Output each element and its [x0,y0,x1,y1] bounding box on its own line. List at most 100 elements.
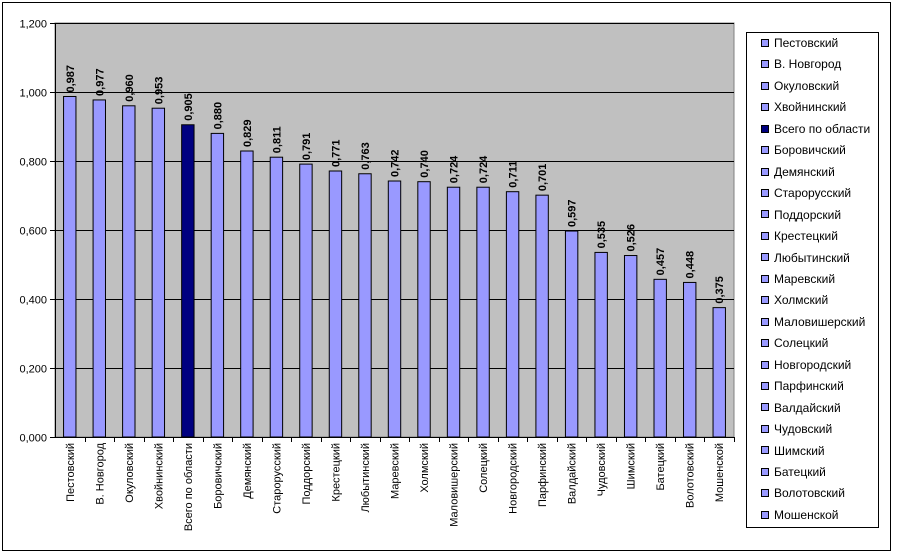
x-tick-label: Волотовский [685,443,697,508]
data-label: 0,448 [685,251,697,279]
legend-swatch [761,424,769,433]
x-tick-label: Боровичский [212,443,224,509]
legend-item: Шимский [761,443,825,459]
legend-swatch [761,339,769,348]
bar [446,186,461,438]
bar [181,124,195,438]
data-labels: 0,987 0,977 0,960 0,953 0,905 0,880 0,829 0,811… [65,65,726,304]
data-label: 0,375 [714,276,726,304]
legend-item: Маловишерский [761,314,865,330]
x-tick-label: Крестецкий [330,443,342,502]
x-tick-label: Батецкий [655,443,667,491]
bar [535,194,549,438]
data-label: 0,526 [626,224,638,252]
y-tick-label: 0,800 [19,157,47,169]
x-tick-label: Хвойнинский [153,443,165,509]
data-label: 0,977 [94,68,106,96]
data-label: 0,880 [212,102,224,130]
legend-item: Мошенской [761,507,839,523]
x-tick-label: Всего по области [183,443,195,531]
legend-item: Холмский [761,292,828,308]
legend-swatch [761,146,769,155]
data-label: 0,953 [153,77,165,105]
legend-item: Поддорский [761,207,841,223]
legend-item: Пестовский [761,35,838,51]
legend-item: Крестецкий [761,228,838,244]
legend-swatch [761,38,769,47]
legend-label: Мошенской [774,507,839,522]
data-label: 0,724 [478,155,490,183]
y-tick-label: 0,600 [19,226,47,238]
bar [417,181,431,438]
legend-label: В. Новгород [774,57,842,72]
bar [476,186,490,438]
x-tick-label: Окуловский [124,443,136,503]
bar [653,278,667,438]
bar [299,163,313,438]
legend-swatch [761,81,769,90]
legend-item: Маревский [761,271,835,287]
legend-swatch [761,103,769,112]
legend-label: Парфинский [774,379,844,394]
bar [328,170,343,438]
x-tick-label: Новгородский [508,443,520,514]
legend-swatch [761,317,769,326]
legend-label: Пестовский [774,36,839,50]
legend-label: Холмский [774,293,829,308]
legend-label: Чудовский [774,422,833,437]
legend-swatch [761,510,769,519]
data-label: 0,535 [596,221,608,249]
data-label: 0,742 [390,149,402,177]
x-tick-label: Маревский [390,443,402,499]
data-label: 0,740 [419,150,431,178]
legend-label: Любытинский [774,250,850,265]
legend-label: Демянский [774,164,835,179]
data-label: 0,791 [301,133,313,161]
legend-label: Окуловский [774,78,840,93]
data-label: 0,597 [567,199,579,227]
legend-item: Любытинский [761,250,850,266]
legend-swatch [761,296,769,305]
legend-item: Боровичский [761,142,846,158]
y-tick-label: 0,400 [19,295,47,307]
legend-swatch [761,231,769,240]
data-label: 0,829 [242,119,254,147]
data-label: 0,457 [655,248,667,276]
bar [358,173,372,438]
bar [623,255,638,438]
y-axis-tick-labels: 0,000 0,200 0,400 0,600 0,800 1,000 1,200 [19,19,55,445]
legend-item: Парфинский [761,378,844,394]
legend-item: Окуловский [761,78,839,94]
data-label: 0,701 [537,164,549,192]
bar [151,107,166,438]
axes [55,23,734,438]
x-tick-label: Демянский [242,443,254,499]
legend-label: Старорусский [774,186,852,201]
data-label: 0,771 [330,139,342,167]
legend-swatch [761,489,769,498]
legend-item: Чудовский [761,421,832,437]
legend-label: Поддорский [774,207,842,222]
x-tick-label: Чудовский [596,443,608,496]
legend-label: Всего по области [774,121,871,136]
x-tick-label: Солецкий [478,443,490,493]
bar [269,156,284,438]
y-tick-label: 1,000 [19,88,47,100]
bar [683,281,697,438]
bar [387,180,402,438]
x-tick-label: Поддорский [301,443,313,504]
legend-label: Валдайский [774,400,841,415]
bar [240,150,254,438]
bar [210,132,225,438]
data-label: 0,811 [271,126,283,153]
y-tick-label: 0,200 [19,364,47,376]
data-label: 0,724 [449,155,461,183]
legend-item: Валдайский [761,400,841,416]
data-label: 0,987 [65,65,77,93]
x-tick-label: Парфинский [537,443,549,507]
x-tick-label: Любытинский [360,443,372,513]
legend-item: Батецкий [761,464,826,480]
bar [564,230,579,438]
legend-swatch [761,274,769,283]
bar [122,105,136,438]
